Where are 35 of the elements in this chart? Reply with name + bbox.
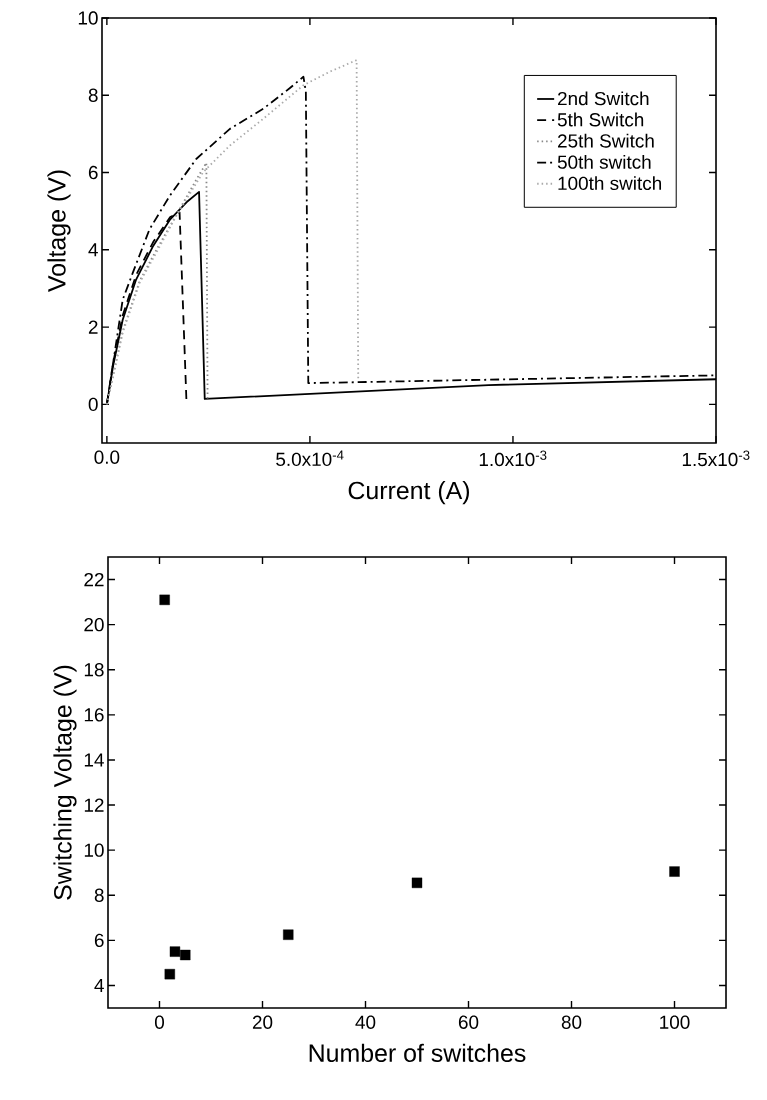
y-tick-label: 2: [88, 320, 98, 334]
y-tick-label: 18: [84, 663, 104, 677]
y-tick-label: 14: [84, 753, 104, 767]
x-tick-label: 80: [561, 1015, 582, 1029]
x-tick-label: 0.0: [94, 450, 120, 464]
x-axis-title: Current (A): [348, 480, 470, 505]
x-tick-label: 5.0x10$^{-4}$: [276, 450, 344, 467]
x-tick-label: 20: [252, 1015, 273, 1029]
legend-label: 100th switch: [558, 176, 662, 191]
y-tick-label: 4: [88, 243, 98, 257]
y-tick-label: 8: [88, 88, 98, 102]
y-tick-label: 22: [84, 572, 104, 587]
y-tick-label: 4: [94, 978, 104, 992]
legend-label: 5th Switch: [557, 112, 644, 127]
y-tick-label: 20: [84, 617, 104, 632]
y-tick-label: 10: [78, 11, 98, 25]
y-tick-label: 8: [94, 888, 104, 902]
legend-label: 25th Switch: [558, 133, 654, 148]
y-tick-label: 0: [88, 397, 98, 412]
y-tick-label: 16: [84, 708, 104, 722]
legend-label: 2nd Switch: [558, 91, 649, 106]
y-axis-title: Switching Voltage (V): [53, 665, 77, 900]
y-axis-title: Voltage (V): [47, 170, 71, 292]
x-axis-title: Number of switches: [309, 1043, 526, 1063]
x-tick-label: 40: [355, 1015, 376, 1029]
x-tick-label: 100: [660, 1015, 690, 1029]
x-tick-label: 0: [154, 1015, 165, 1029]
x-tick-label: 1.5x10$^{-3}$: [682, 450, 750, 467]
x-tick-label: 60: [458, 1015, 479, 1029]
y-tick-label: 10: [84, 843, 104, 857]
x-tick-label: 1.0x10$^{-3}$: [479, 450, 547, 467]
y-tick-label: 6: [88, 165, 98, 180]
y-tick-label: 6: [94, 933, 104, 948]
y-tick-label: 12: [84, 798, 104, 812]
legend-label: 50th switch: [557, 154, 651, 169]
